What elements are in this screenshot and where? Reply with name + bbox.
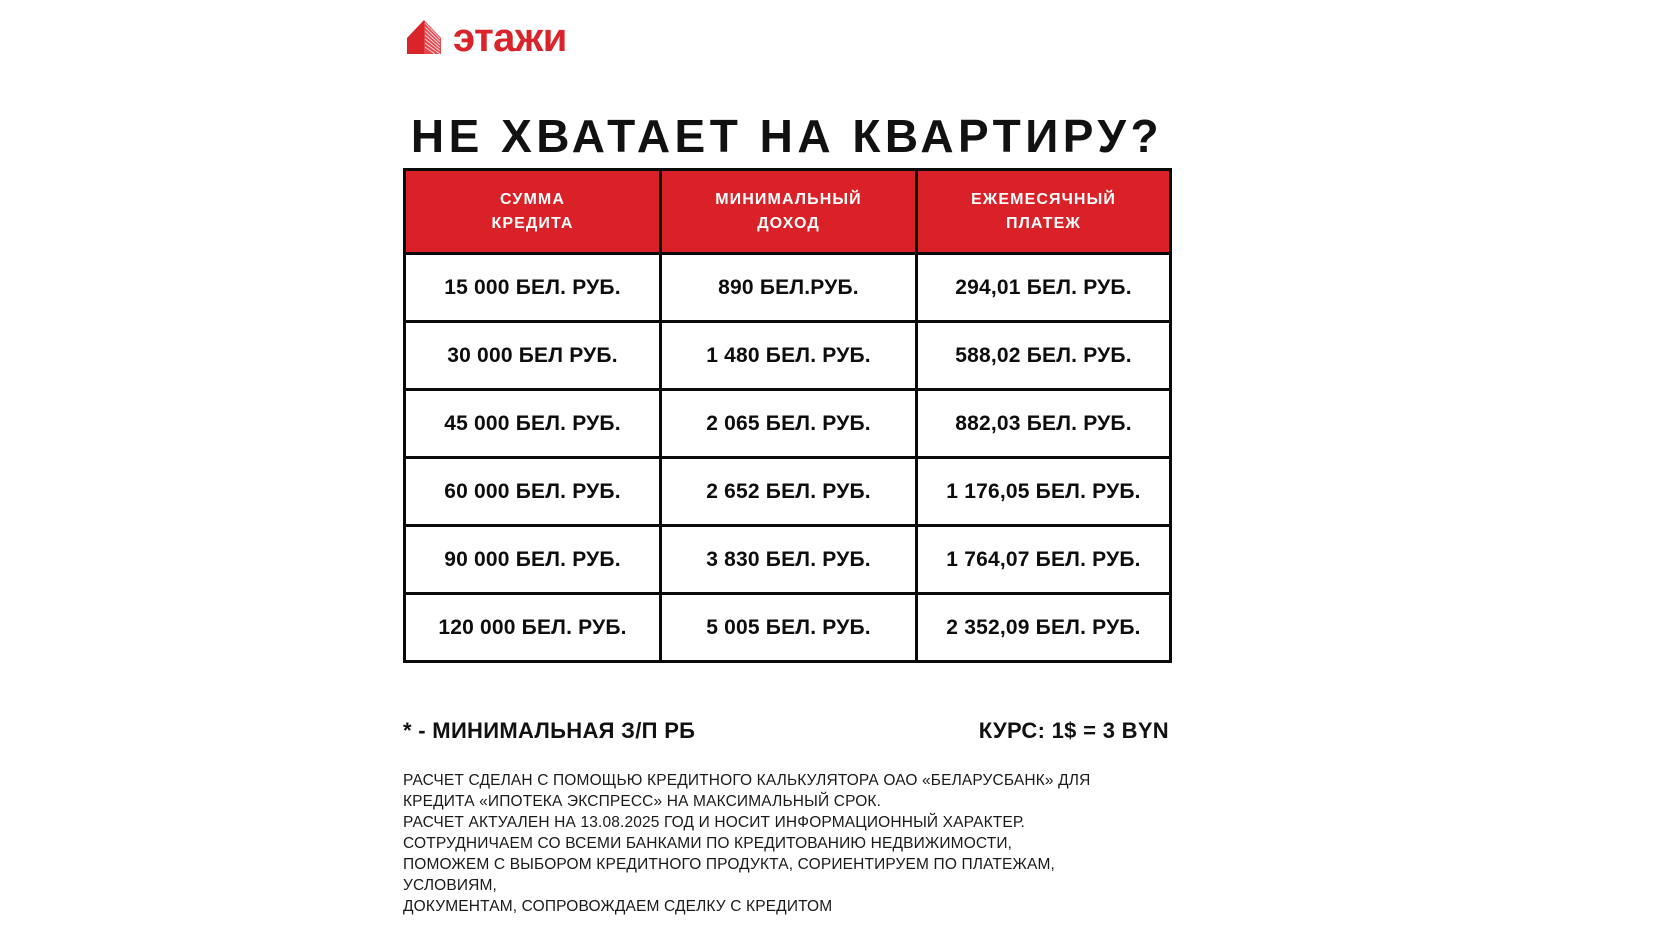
column-header-line-1: ЕЖЕМЕСЯЧНЫЙ (971, 190, 1116, 208)
cell-min-income: 2 652 БЕЛ. РУБ. (659, 456, 918, 527)
cell-min-income: 1 480 БЕЛ. РУБ. (659, 320, 918, 391)
exchange-rate-note: КУРС: 1$ = 3 BYN (978, 718, 1169, 743)
min-salary-note: * - МИНИМАЛЬНАЯ З/П РБ (403, 718, 696, 743)
brand-logo[interactable]: этажи (403, 14, 567, 60)
cell-loan-amount: 60 000 БЕЛ. РУБ. (403, 456, 662, 527)
column-header-loan-amount: СУММА КРЕДИТА (403, 168, 662, 255)
cell-loan-amount: 45 000 БЕЛ. РУБ. (403, 388, 662, 459)
table-row: 15 000 БЕЛ. РУБ. 890 БЕЛ.РУБ. 294,01 БЕЛ… (403, 252, 1172, 323)
disclaimer-line: УСЛОВИЯМ, (403, 877, 497, 894)
cell-monthly-payment: 588,02 БЕЛ. РУБ. (915, 320, 1172, 391)
table-header: СУММА КРЕДИТА МИНИМАЛЬНЫЙ ДОХОД ЕЖЕМЕСЯЧ… (403, 168, 1172, 255)
disclaimer-line: КРЕДИТА «ИПОТЕКА ЭКСПРЕСС» НА МАКСИМАЛЬН… (403, 793, 882, 810)
disclaimer-line: ДОКУМЕНТАМ, СОПРОВОЖДАЕМ СДЕЛКУ С КРЕДИТ… (403, 898, 833, 915)
cell-loan-amount: 15 000 БЕЛ. РУБ. (403, 252, 662, 323)
table-row: 45 000 БЕЛ. РУБ. 2 065 БЕЛ. РУБ. 882,03 … (403, 388, 1172, 459)
building-icon (403, 18, 445, 56)
footnote-row: * - МИНИМАЛЬНАЯ З/П РБ КУРС: 1$ = 3 BYN (403, 718, 1169, 744)
disclaimer-line: РАСЧЕТ АКТУАЛЕН НА 13.08.2025 ГОД И НОСИ… (403, 814, 1025, 831)
column-header-monthly-payment: ЕЖЕМЕСЯЧНЫЙ ПЛАТЕЖ (915, 168, 1172, 255)
table-body: 15 000 БЕЛ. РУБ. 890 БЕЛ.РУБ. 294,01 БЕЛ… (403, 252, 1172, 663)
table-row: 30 000 БЕЛ РУБ. 1 480 БЕЛ. РУБ. 588,02 Б… (403, 320, 1172, 391)
page-title: НЕ ХВАТАЕТ НА КВАРТИРУ? (410, 109, 1164, 162)
disclaimer-text: РАСЧЕТ СДЕЛАН С ПОМОЩЬЮ КРЕДИТНОГО КАЛЬК… (403, 770, 1203, 917)
column-header-line-2: ДОХОД (757, 214, 820, 232)
cell-loan-amount: 30 000 БЕЛ РУБ. (403, 320, 662, 391)
table-row: 120 000 БЕЛ. РУБ. 5 005 БЕЛ. РУБ. 2 352,… (403, 592, 1172, 663)
table-row: 90 000 БЕЛ. РУБ. 3 830 БЕЛ. РУБ. 1 764,0… (403, 524, 1172, 595)
column-header-min-income: МИНИМАЛЬНЫЙ ДОХОД (659, 168, 918, 255)
cell-min-income: 3 830 БЕЛ. РУБ. (659, 524, 918, 595)
cell-min-income: 890 БЕЛ.РУБ. (659, 252, 918, 323)
cell-min-income: 5 005 БЕЛ. РУБ. (659, 592, 918, 663)
table-header-row: СУММА КРЕДИТА МИНИМАЛЬНЫЙ ДОХОД ЕЖЕМЕСЯЧ… (403, 168, 1172, 255)
table-row: 60 000 БЕЛ. РУБ. 2 652 БЕЛ. РУБ. 1 176,0… (403, 456, 1172, 527)
disclaimer-line: РАСЧЕТ СДЕЛАН С ПОМОЩЬЮ КРЕДИТНОГО КАЛЬК… (403, 772, 1091, 789)
credit-rates-table: СУММА КРЕДИТА МИНИМАЛЬНЫЙ ДОХОД ЕЖЕМЕСЯЧ… (403, 168, 1172, 663)
cell-monthly-payment: 882,03 БЕЛ. РУБ. (915, 388, 1172, 459)
cell-monthly-payment: 1 764,07 БЕЛ. РУБ. (915, 524, 1172, 595)
brand-name: этажи (453, 16, 567, 60)
column-header-line-1: СУММА (499, 190, 565, 208)
cell-monthly-payment: 2 352,09 БЕЛ. РУБ. (915, 592, 1172, 663)
column-header-line-2: КРЕДИТА (491, 214, 574, 232)
column-header-line-2: ПЛАТЕЖ (1006, 214, 1081, 232)
cell-monthly-payment: 1 176,05 БЕЛ. РУБ. (915, 456, 1172, 527)
cell-min-income: 2 065 БЕЛ. РУБ. (659, 388, 918, 459)
column-header-line-1: МИНИМАЛЬНЫЙ (715, 190, 862, 208)
disclaimer-line: ПОМОЖЕМ С ВЫБОРОМ КРЕДИТНОГО ПРОДУКТА, С… (403, 856, 1055, 873)
cell-loan-amount: 120 000 БЕЛ. РУБ. (403, 592, 662, 663)
cell-monthly-payment: 294,01 БЕЛ. РУБ. (915, 252, 1172, 323)
cell-loan-amount: 90 000 БЕЛ. РУБ. (403, 524, 662, 595)
disclaimer-line: СОТРУДНИЧАЕМ СО ВСЕМИ БАНКАМИ ПО КРЕДИТО… (403, 835, 1013, 852)
